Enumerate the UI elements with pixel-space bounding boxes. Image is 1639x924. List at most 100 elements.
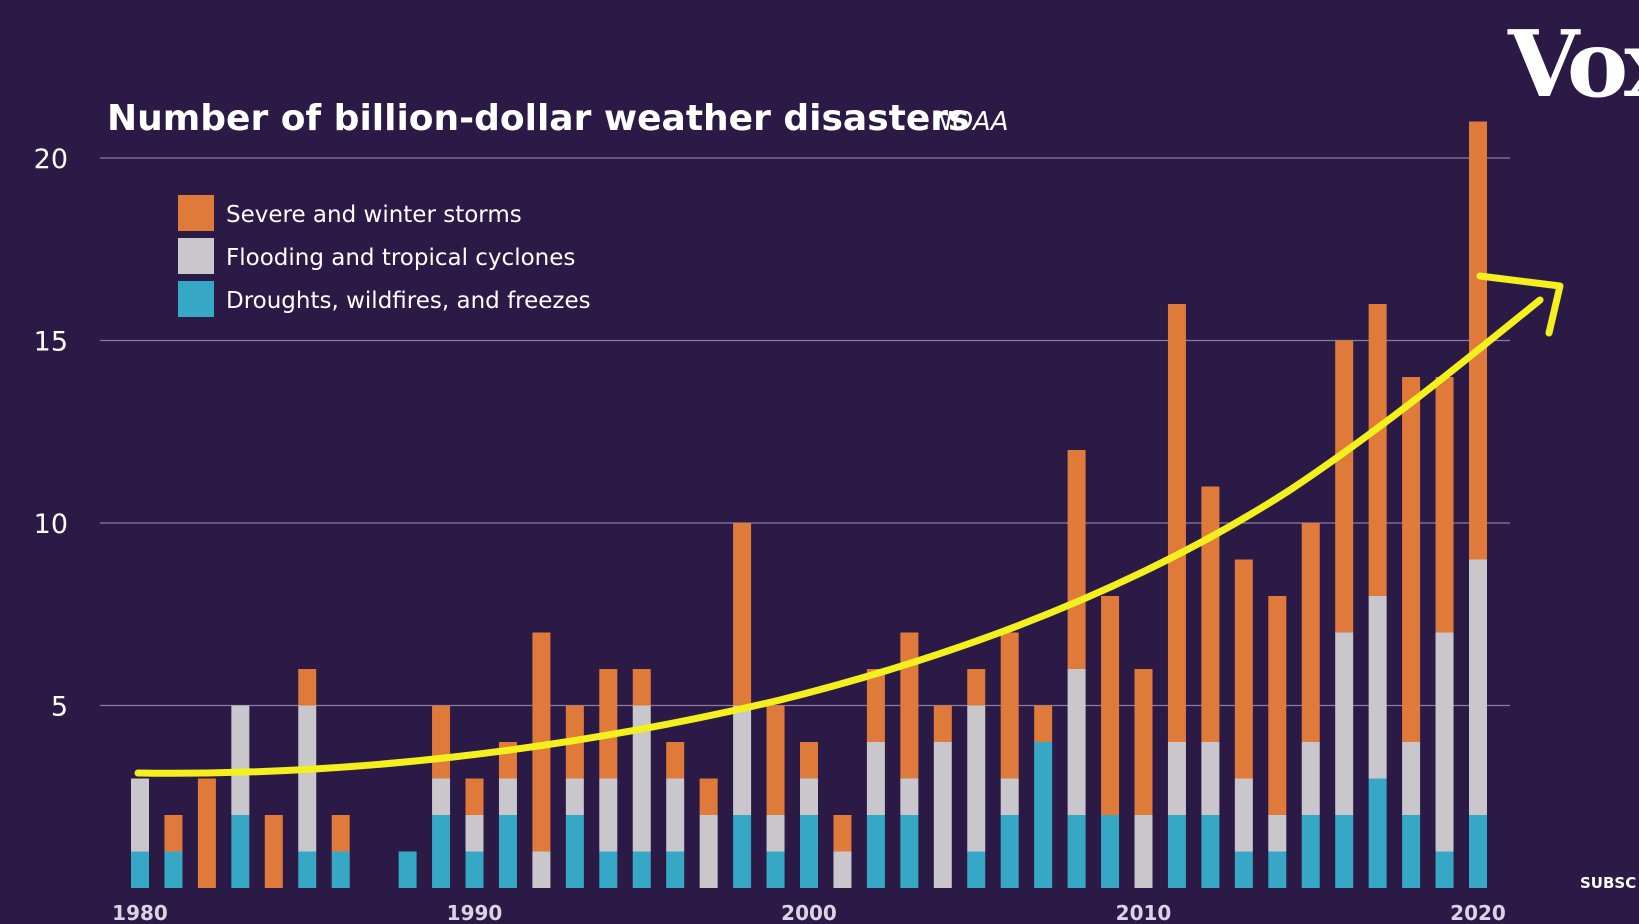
bar-2000-storms (800, 742, 818, 779)
bar-2014-storms (1268, 596, 1287, 815)
bar-2009-storms (1101, 596, 1120, 815)
bar-2013-droughts (1234, 851, 1253, 888)
bar-1997-storms (699, 778, 718, 815)
legend-label-severe-storms: Severe and winter storms (226, 202, 522, 228)
bar-1982-storms (197, 778, 216, 888)
bar-2010-flooding (1134, 815, 1153, 888)
bar-2006-droughts (1000, 815, 1019, 888)
trend-arrowhead (1476, 272, 1564, 337)
bar-2006-storms (1000, 632, 1019, 779)
bar-1998-storms (733, 523, 752, 706)
bar-2008-flooding (1067, 669, 1086, 815)
bar-1996-flooding (666, 778, 685, 852)
bar-1999-flooding (766, 815, 785, 852)
bar-1990-droughts (465, 851, 484, 888)
x-axis-ticks: 1980 1990 2000 2010 2020 (112, 901, 1506, 924)
bar-2014-flooding (1268, 815, 1287, 852)
bar-2019-flooding (1435, 632, 1454, 852)
bar-1984-storms (264, 815, 283, 888)
bar-2012-flooding (1201, 742, 1220, 815)
bar-2020-storms (1469, 121, 1487, 560)
bar-1995-flooding (632, 705, 651, 852)
x-tick-label: 1990 (447, 901, 503, 924)
bar-2001-flooding (833, 851, 852, 888)
bar-2008-storms (1067, 450, 1086, 669)
bar-1993-flooding (565, 778, 584, 815)
bar-1986-droughts (331, 851, 350, 888)
bar-1998-droughts (733, 815, 752, 888)
bar-1994-flooding (599, 778, 618, 852)
x-tick-label: 2010 (1116, 901, 1172, 924)
bar-2016-flooding (1335, 632, 1354, 815)
bar-1992-storms (532, 632, 551, 852)
bar-1989-storms (432, 705, 451, 779)
x-tick-label: 1980 (112, 901, 168, 924)
bar-2005-storms (967, 669, 986, 706)
bar-1997-flooding (699, 815, 718, 888)
bar-1989-droughts (432, 815, 451, 888)
bar-1985-droughts (298, 851, 317, 888)
bar-1980-flooding (131, 778, 149, 852)
gridlines (100, 157, 1510, 707)
bar-1985-storms (298, 669, 317, 706)
bar-1998-flooding (733, 705, 752, 815)
x-tick-label: 2020 (1450, 901, 1506, 924)
bar-2016-droughts (1335, 815, 1354, 888)
bar-2015-storms (1301, 523, 1320, 742)
chart-title: Number of billion-dollar weather disaste… (107, 98, 969, 139)
bar-1995-storms (632, 669, 651, 706)
bar-1983-droughts (231, 815, 250, 888)
bar-2002-storms (866, 669, 885, 742)
bar-2001-storms (833, 815, 852, 852)
bar-2002-droughts (866, 815, 885, 888)
bar-2011-storms (1167, 304, 1186, 742)
bar-1994-storms (599, 669, 618, 779)
y-tick-label: 15 (34, 327, 68, 358)
bar-1989-flooding (432, 778, 451, 815)
bar-1991-flooding (498, 778, 517, 815)
y-tick-label: 5 (51, 692, 68, 723)
bar-1985-flooding (298, 705, 317, 852)
trend-line (134, 272, 1564, 777)
bar-2003-droughts (900, 815, 919, 888)
bar-1981-droughts (164, 851, 183, 888)
bar-2018-droughts (1402, 815, 1421, 888)
bar-2016-storms (1335, 340, 1354, 633)
bar-2002-flooding (866, 742, 885, 815)
bar-2009-droughts (1101, 815, 1120, 888)
legend-swatch-severe-storms (178, 195, 214, 231)
bar-2014-droughts (1268, 851, 1287, 888)
subscribe-button[interactable]: SUBSC (1580, 874, 1636, 892)
bar-1981-storms (164, 815, 183, 852)
bar-2006-flooding (1000, 778, 1019, 815)
bar-2017-flooding (1368, 596, 1387, 779)
bar-1983-flooding (231, 705, 250, 815)
bars (131, 121, 1487, 888)
bar-2011-flooding (1167, 742, 1186, 815)
legend-swatch-flooding (178, 238, 214, 274)
bar-2007-storms (1034, 705, 1053, 742)
legend-label-droughts: Droughts, wildfires, and freezes (226, 288, 591, 314)
vox-logo: Vox (1507, 10, 1639, 118)
x-tick-label: 2000 (781, 901, 837, 924)
y-axis-ticks: 5 10 15 20 (34, 144, 68, 723)
legend-swatch-droughts (178, 281, 214, 317)
bar-2013-flooding (1234, 778, 1253, 852)
y-tick-label: 10 (34, 509, 68, 540)
bar-1986-storms (331, 815, 350, 852)
bar-1999-droughts (766, 851, 785, 888)
bar-2005-flooding (967, 705, 986, 852)
bar-2019-storms (1435, 377, 1454, 633)
bar-2003-storms (900, 632, 919, 779)
bar-2000-droughts (800, 815, 818, 888)
bar-2010-storms (1134, 669, 1153, 815)
bar-2012-storms (1201, 486, 1220, 742)
bar-2012-droughts (1201, 815, 1220, 888)
bar-2011-droughts (1167, 815, 1186, 888)
bar-1999-storms (766, 705, 785, 815)
bar-1990-flooding (465, 815, 484, 852)
bar-2005-droughts (967, 851, 986, 888)
bar-2000-flooding (800, 778, 818, 815)
trend-curve (134, 296, 1544, 777)
